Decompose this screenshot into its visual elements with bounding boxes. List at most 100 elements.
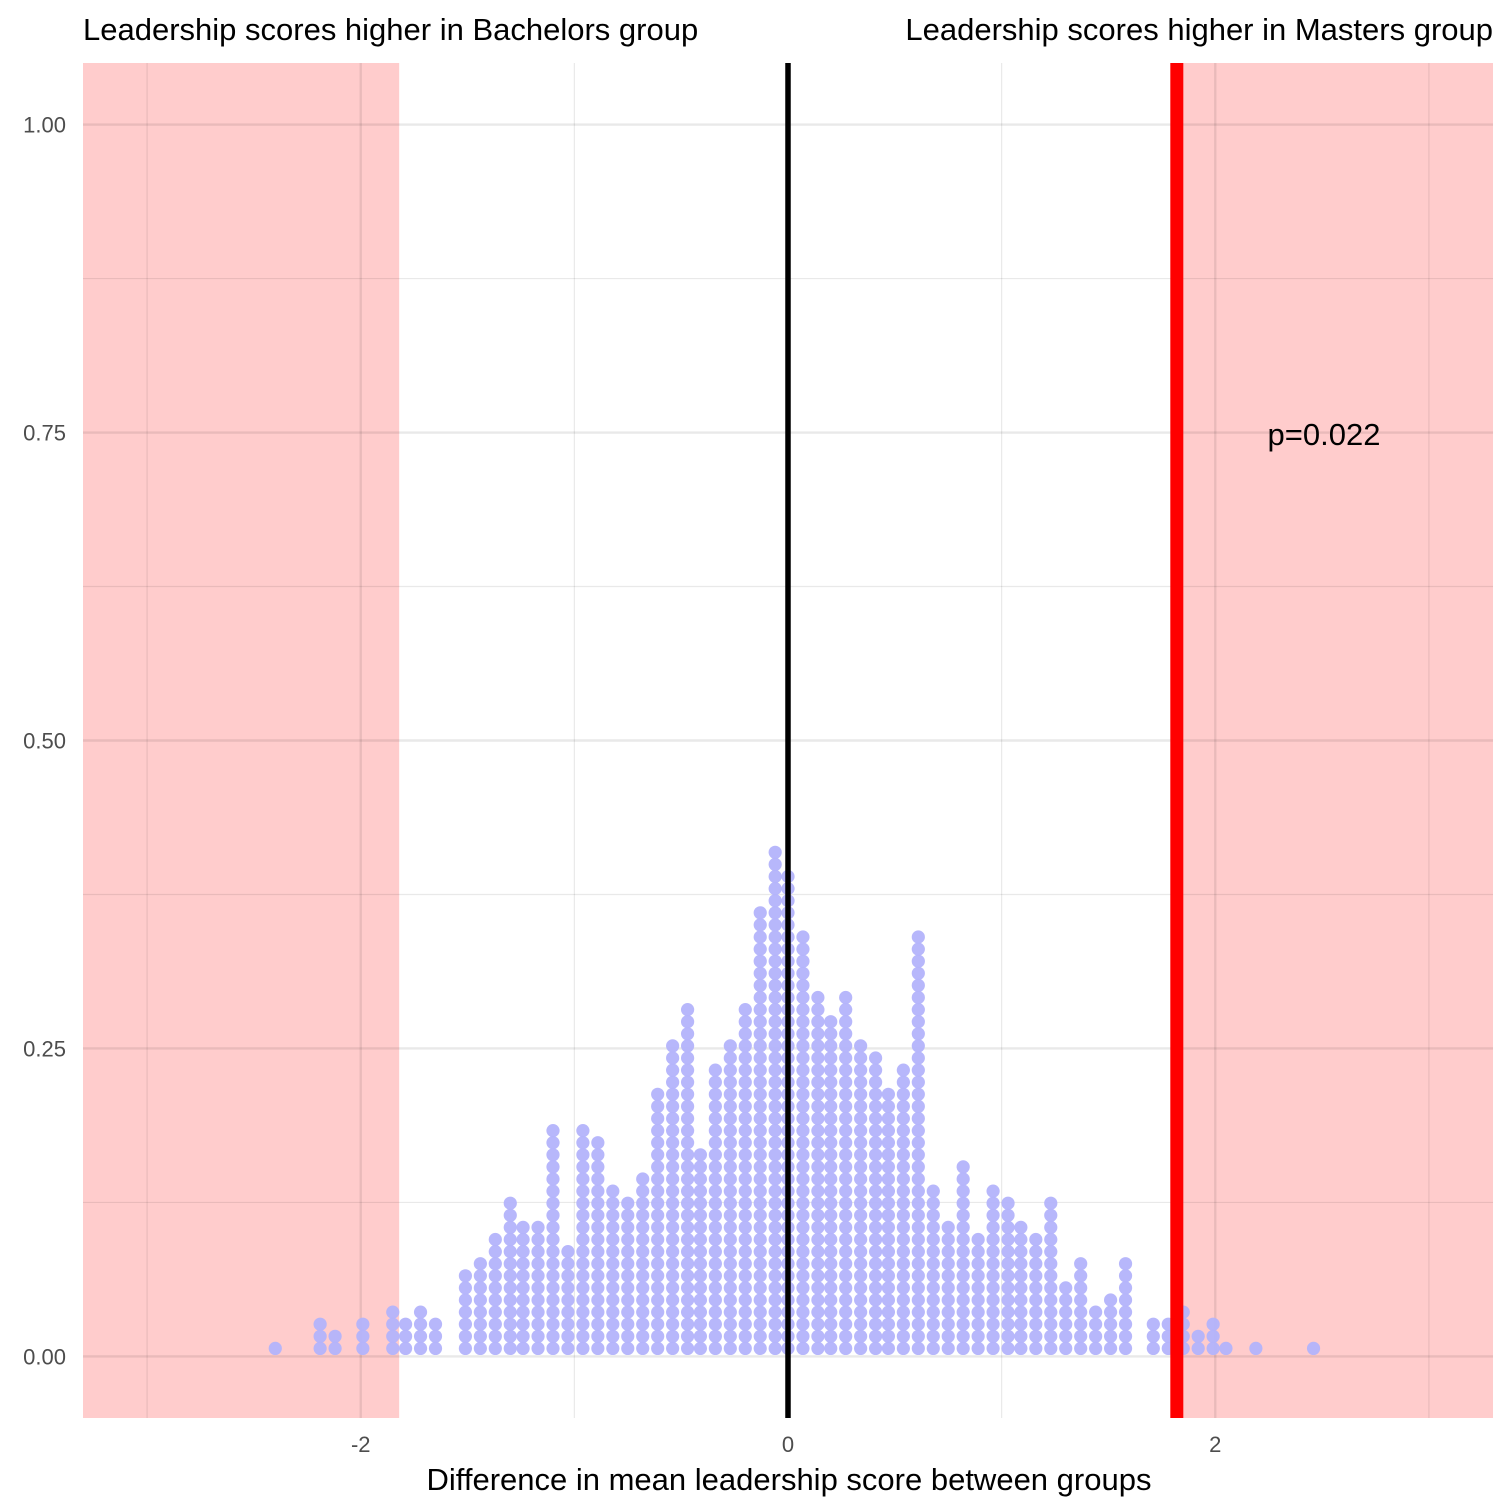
data-dot	[1029, 1269, 1043, 1283]
data-dot	[824, 1269, 838, 1283]
data-dot	[606, 1245, 620, 1259]
data-dot	[651, 1136, 665, 1150]
data-dot	[811, 1329, 825, 1343]
data-dot	[839, 1075, 853, 1089]
data-dot	[811, 1063, 825, 1077]
data-dot	[768, 966, 782, 980]
data-dot	[896, 1063, 910, 1077]
data-dot	[796, 1305, 810, 1319]
data-dot	[488, 1281, 502, 1295]
data-dot	[796, 966, 810, 980]
data-dot	[488, 1269, 502, 1283]
data-dot	[839, 1099, 853, 1114]
data-dot	[723, 1124, 737, 1138]
data-dot	[651, 1220, 665, 1235]
data-dot	[796, 1208, 810, 1222]
data-dot	[824, 1184, 838, 1198]
data-dot	[651, 1111, 665, 1126]
data-dot	[621, 1220, 635, 1235]
y-tick-label: 1.00	[23, 113, 66, 138]
data-dot	[546, 1317, 560, 1331]
data-dot	[708, 1075, 722, 1089]
data-dot	[1014, 1269, 1028, 1283]
data-dot	[926, 1232, 940, 1247]
data-dot	[576, 1220, 590, 1235]
data-dot	[881, 1160, 896, 1174]
data-dot	[811, 1196, 825, 1210]
data-dot	[941, 1293, 955, 1307]
data-dot	[680, 1160, 695, 1174]
p-value-annotation: p=0.022	[1268, 417, 1381, 452]
data-dot	[911, 1305, 925, 1319]
data-dot	[839, 1148, 853, 1162]
data-dot	[516, 1232, 530, 1247]
data-dot	[753, 1305, 767, 1319]
data-dot	[911, 1136, 925, 1150]
data-dot	[811, 1269, 825, 1283]
data-dot	[839, 1317, 853, 1331]
data-dot	[488, 1341, 502, 1356]
data-dot	[666, 1329, 680, 1343]
data-dot	[1029, 1281, 1043, 1295]
data-dot	[428, 1317, 443, 1331]
data-dot	[708, 1124, 722, 1138]
data-dot	[531, 1232, 545, 1247]
data-dot	[723, 1281, 737, 1295]
data-dot	[911, 1015, 925, 1029]
data-dot	[738, 1317, 752, 1331]
data-dot	[576, 1232, 590, 1247]
data-dot	[796, 1111, 810, 1126]
data-dot	[680, 1172, 695, 1186]
data-dot	[796, 1317, 810, 1331]
data-dot	[868, 1111, 883, 1126]
data-dot	[473, 1293, 487, 1307]
data-dot	[546, 1184, 560, 1198]
data-dot	[488, 1305, 502, 1319]
data-dot	[881, 1269, 896, 1283]
data-dot	[606, 1329, 620, 1343]
data-dot	[896, 1099, 910, 1114]
data-dot	[666, 1075, 680, 1089]
data-dot	[503, 1232, 517, 1247]
data-dot	[753, 1281, 767, 1295]
data-dot	[811, 1003, 825, 1017]
data-dot	[811, 1257, 825, 1271]
data-dot	[911, 1317, 925, 1331]
data-dot	[1146, 1341, 1160, 1356]
data-dot	[708, 1196, 722, 1210]
data-dot	[1001, 1305, 1015, 1319]
data-dot	[911, 930, 925, 944]
data-dot	[546, 1220, 560, 1235]
data-dot	[971, 1341, 985, 1356]
data-dot	[708, 1317, 722, 1331]
data-dot	[723, 1257, 737, 1271]
data-dot	[591, 1136, 605, 1150]
data-dot	[738, 1269, 752, 1283]
data-dot	[738, 1111, 752, 1126]
data-dot	[768, 882, 782, 896]
data-dot	[636, 1341, 650, 1356]
data-dot	[1014, 1257, 1028, 1271]
data-dot	[911, 1232, 925, 1247]
data-dot	[811, 1172, 825, 1186]
data-dot	[576, 1196, 590, 1210]
data-dot	[986, 1232, 1000, 1247]
data-dot	[854, 1136, 868, 1150]
data-dot	[824, 1015, 838, 1029]
data-dot	[868, 1051, 883, 1065]
data-dot	[386, 1305, 400, 1319]
data-dot	[546, 1245, 560, 1259]
data-dot	[896, 1220, 910, 1235]
data-dot	[811, 1136, 825, 1150]
data-dot	[488, 1257, 502, 1271]
data-dot	[896, 1245, 910, 1259]
data-dot	[693, 1257, 708, 1271]
data-dot	[591, 1172, 605, 1186]
data-dot	[738, 1075, 752, 1089]
data-dot	[1074, 1341, 1088, 1356]
data-dot	[881, 1317, 896, 1331]
data-dot	[666, 1341, 680, 1356]
data-dot	[854, 1305, 868, 1319]
data-dot	[941, 1341, 955, 1356]
data-dot	[868, 1160, 883, 1174]
